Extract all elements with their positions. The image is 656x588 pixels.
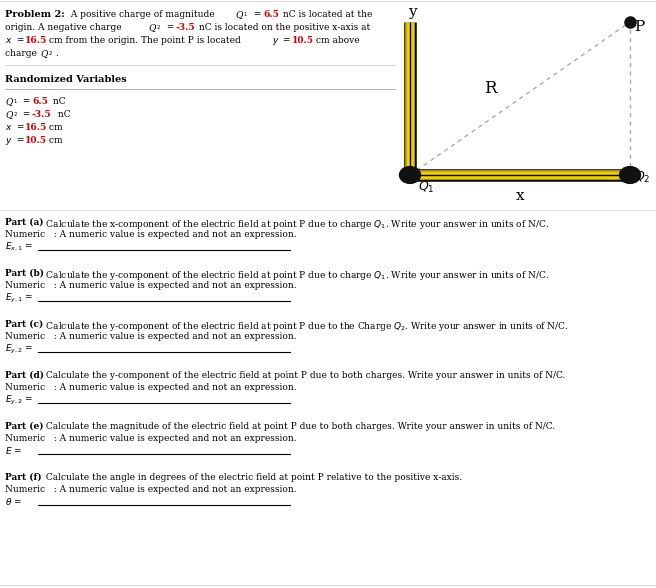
Text: =: = xyxy=(14,136,28,145)
Text: R: R xyxy=(483,80,496,97)
Text: Q: Q xyxy=(148,23,155,32)
Text: charge: charge xyxy=(5,49,40,58)
Text: A positive charge of magnitude: A positive charge of magnitude xyxy=(68,10,218,19)
Text: -3.5: -3.5 xyxy=(176,23,195,32)
Text: =: = xyxy=(14,123,28,132)
Text: nC is located at the: nC is located at the xyxy=(280,10,373,19)
Text: Q: Q xyxy=(5,110,12,119)
Text: nC: nC xyxy=(50,97,66,106)
Text: Numeric   : A numeric value is expected and not an expression.: Numeric : A numeric value is expected an… xyxy=(5,383,297,392)
Text: $E$ =: $E$ = xyxy=(5,445,23,456)
Text: $E_{y,1}$ =: $E_{y,1}$ = xyxy=(5,292,34,305)
Text: $_2$: $_2$ xyxy=(156,23,161,32)
Text: $x$: $x$ xyxy=(5,36,12,45)
Text: Calculate the y-component of the electric field at point P due to charge $Q_1$. : Calculate the y-component of the electri… xyxy=(43,269,550,282)
Ellipse shape xyxy=(619,166,640,183)
Text: Numeric   : A numeric value is expected and not an expression.: Numeric : A numeric value is expected an… xyxy=(5,281,297,290)
Text: P: P xyxy=(634,20,644,34)
Text: $E_{y,2}$ =: $E_{y,2}$ = xyxy=(5,343,34,356)
Text: Calculate the y-component of the electric field at point P due to both charges. : Calculate the y-component of the electri… xyxy=(43,371,565,380)
Text: $E_{y,2}$ =: $E_{y,2}$ = xyxy=(5,394,34,407)
Text: Part (d): Part (d) xyxy=(5,371,44,380)
Text: y: y xyxy=(408,5,417,19)
Text: Calculate the x-component of the electric field at point P due to charge $Q_1$. : Calculate the x-component of the electri… xyxy=(43,218,550,231)
Text: Part (b): Part (b) xyxy=(5,269,44,278)
Text: cm: cm xyxy=(46,123,62,132)
Text: Calculate the magnitude of the electric field at point P due to both charges. Wr: Calculate the magnitude of the electric … xyxy=(43,422,556,431)
Text: Calculate the angle in degrees of the electric field at point P relative to the : Calculate the angle in degrees of the el… xyxy=(43,473,462,482)
Text: $_2$: $_2$ xyxy=(13,110,18,119)
Text: Q: Q xyxy=(235,10,242,19)
Ellipse shape xyxy=(400,166,420,183)
Text: cm: cm xyxy=(46,136,62,145)
Text: =: = xyxy=(251,10,264,19)
Text: Problem 2:: Problem 2: xyxy=(5,10,65,19)
Text: cm from the origin. The point P is located: cm from the origin. The point P is locat… xyxy=(46,36,243,45)
Text: =: = xyxy=(20,110,33,119)
Text: Numeric   : A numeric value is expected and not an expression.: Numeric : A numeric value is expected an… xyxy=(5,485,297,494)
Text: Part (f): Part (f) xyxy=(5,473,41,482)
Text: Part (c): Part (c) xyxy=(5,320,43,329)
Text: .: . xyxy=(55,49,58,58)
Text: $y$: $y$ xyxy=(272,36,279,47)
Text: Numeric   : A numeric value is expected and not an expression.: Numeric : A numeric value is expected an… xyxy=(5,230,297,239)
Text: =: = xyxy=(164,23,177,32)
Text: $Q_1$: $Q_1$ xyxy=(418,180,434,195)
Text: $x$: $x$ xyxy=(5,123,12,132)
Text: 16.5: 16.5 xyxy=(25,123,47,132)
Text: Numeric   : A numeric value is expected and not an expression.: Numeric : A numeric value is expected an… xyxy=(5,332,297,341)
Text: -3.5: -3.5 xyxy=(32,110,52,119)
Text: 6.5: 6.5 xyxy=(263,10,279,19)
Text: Randomized Variables: Randomized Variables xyxy=(5,75,127,84)
Text: $Q_2$: $Q_2$ xyxy=(634,169,651,185)
Text: Q: Q xyxy=(5,97,12,106)
Text: 10.5: 10.5 xyxy=(292,36,314,45)
Text: $_2$: $_2$ xyxy=(48,49,53,58)
Text: Calculate the y-component of the electric field at point P due to the Charge $Q_: Calculate the y-component of the electri… xyxy=(43,320,569,333)
Text: nC: nC xyxy=(55,110,71,119)
Text: 6.5: 6.5 xyxy=(32,97,48,106)
Text: $_1$: $_1$ xyxy=(13,97,18,106)
Text: cm above: cm above xyxy=(313,36,359,45)
Text: =: = xyxy=(20,97,33,106)
Text: origin. A negative charge: origin. A negative charge xyxy=(5,23,125,32)
Text: =: = xyxy=(14,36,28,45)
Text: $_1$: $_1$ xyxy=(243,10,248,19)
Text: Part (a): Part (a) xyxy=(5,218,43,227)
Text: $\theta$ =: $\theta$ = xyxy=(5,496,23,507)
Text: =: = xyxy=(280,36,293,45)
Text: Part (e): Part (e) xyxy=(5,422,43,431)
Text: 16.5: 16.5 xyxy=(25,36,47,45)
Text: nC is located on the positive x-axis at: nC is located on the positive x-axis at xyxy=(196,23,370,32)
Text: Q: Q xyxy=(40,49,47,58)
Text: Numeric   : A numeric value is expected and not an expression.: Numeric : A numeric value is expected an… xyxy=(5,434,297,443)
Text: $E_{x,1}$ =: $E_{x,1}$ = xyxy=(5,241,34,253)
Text: x: x xyxy=(516,189,524,203)
Text: $y$: $y$ xyxy=(5,136,12,147)
Text: 10.5: 10.5 xyxy=(25,136,47,145)
